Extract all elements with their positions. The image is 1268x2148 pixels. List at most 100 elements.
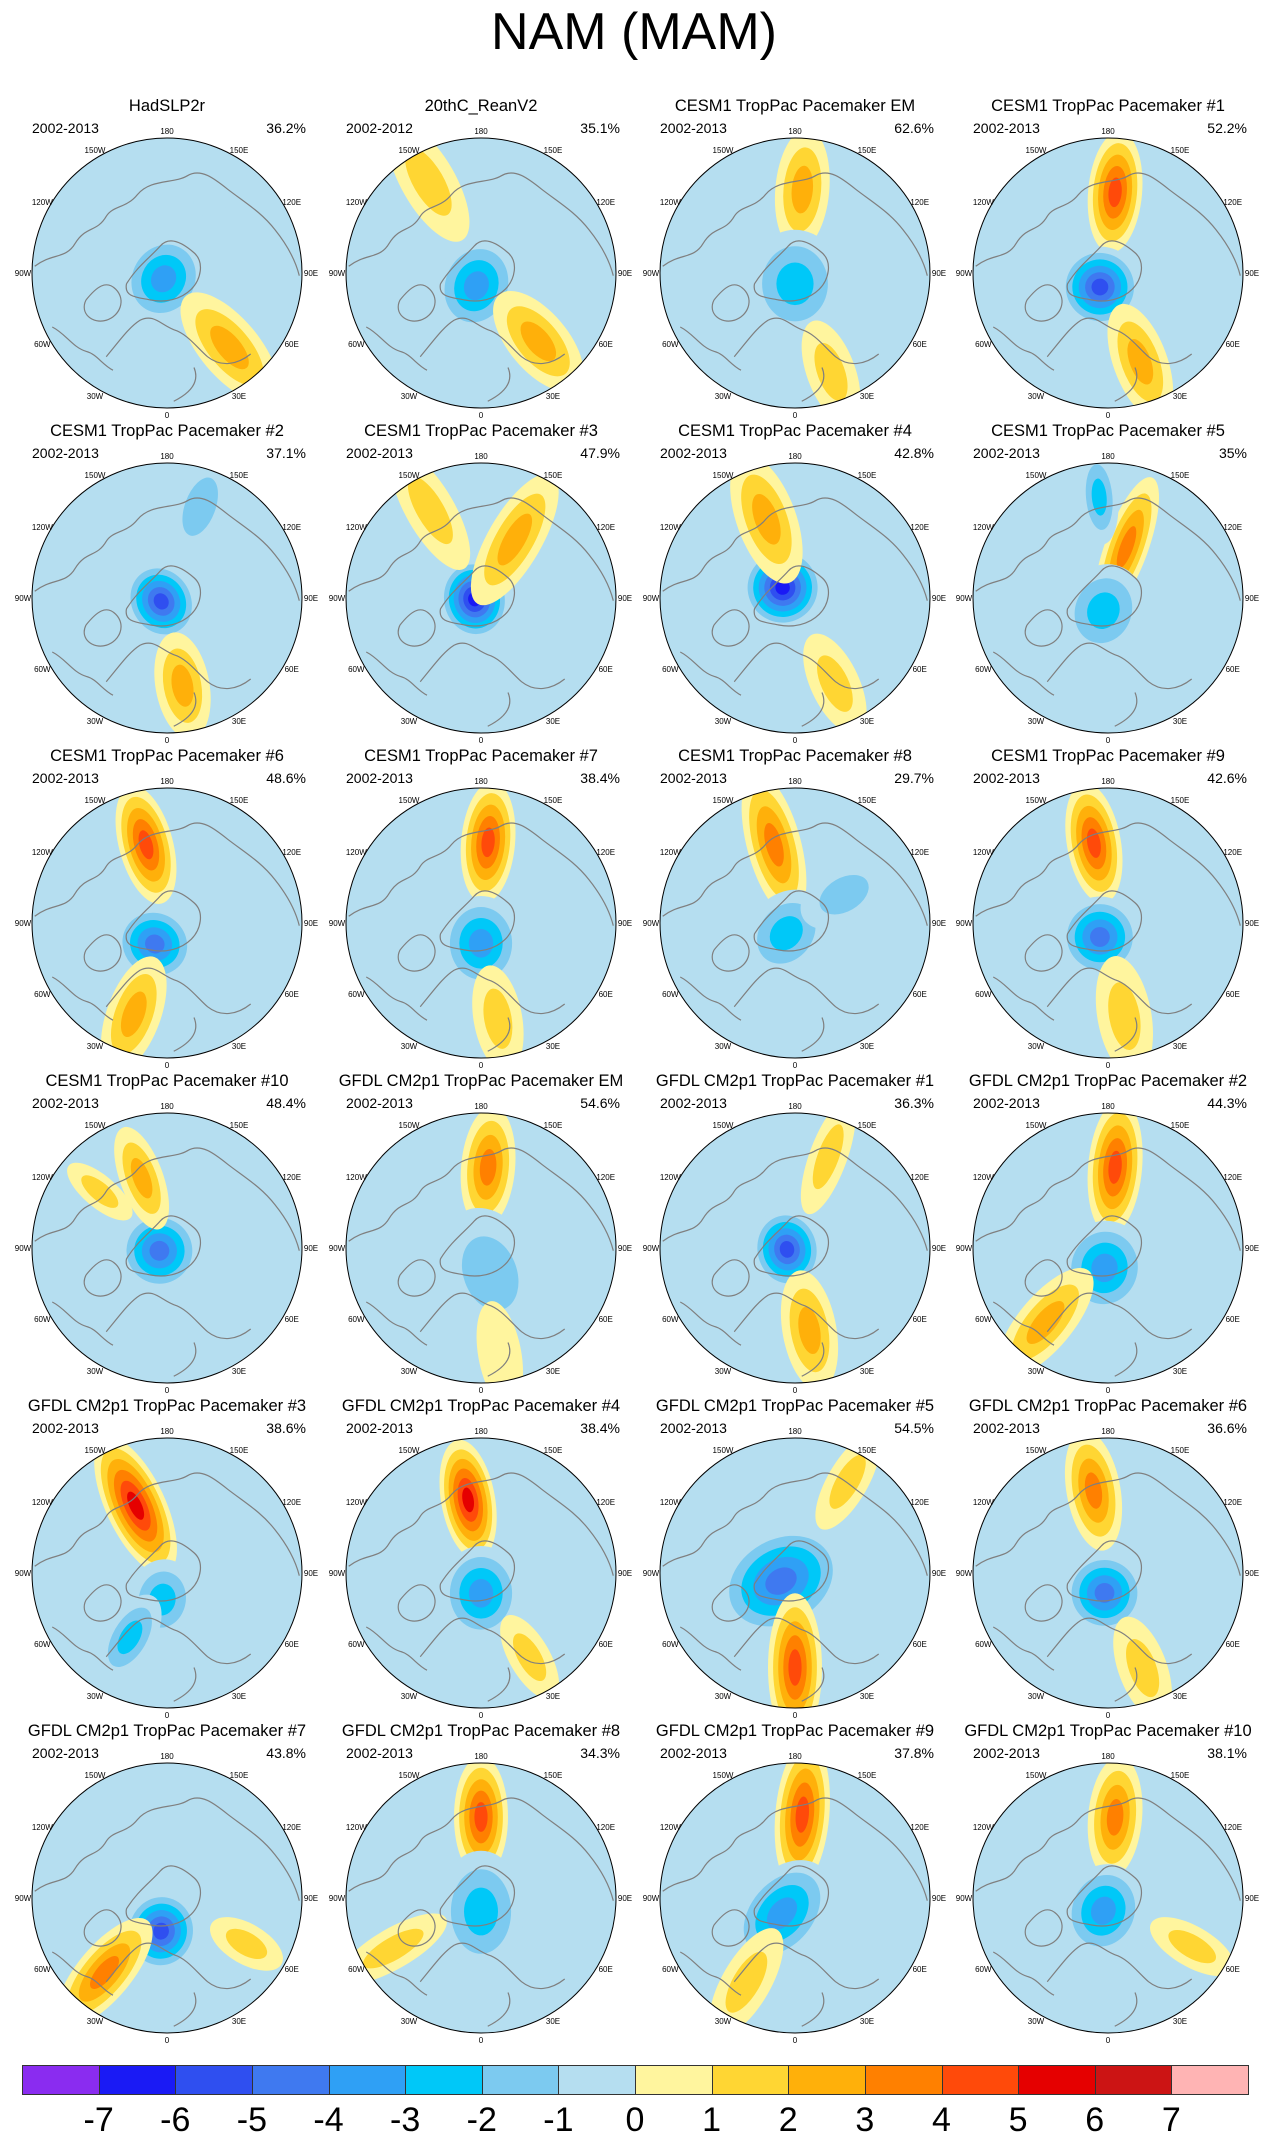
lon-label: 30E <box>1173 1042 1187 1051</box>
lon-label: 150W <box>85 796 106 805</box>
lon-label: 30E <box>232 717 246 726</box>
lon-label: 60E <box>1226 1965 1240 1974</box>
lon-label: 90W <box>329 1244 346 1253</box>
lon-label: 120W <box>660 198 681 207</box>
lon-label: 150E <box>230 471 249 480</box>
panel-title: GFDL CM2p1 TropPac Pacemaker #4 <box>341 1397 621 1415</box>
lon-label: 30W <box>87 392 104 401</box>
lon-label: 120W <box>32 523 53 532</box>
panel-variance-pct: 34.3% <box>580 1745 620 1761</box>
panel-variance-pct: 42.6% <box>1207 770 1247 786</box>
panel-years: 2002-2013 <box>973 770 1040 786</box>
lon-label: 30E <box>860 1692 874 1701</box>
lon-label: 120E <box>596 1173 615 1182</box>
lon-label: 150E <box>544 796 563 805</box>
low-anomaly-contour <box>468 1579 494 1608</box>
lon-label: 30E <box>1173 1692 1187 1701</box>
panel-years: 2002-2012 <box>346 120 413 136</box>
panel-years: 2002-2013 <box>973 445 1040 461</box>
lon-label: 180 <box>474 1427 488 1436</box>
lon-label: 30W <box>715 1042 732 1051</box>
lon-label: 0 <box>793 1061 798 1070</box>
lon-label: 0 <box>165 736 170 745</box>
lon-label: 60E <box>599 1965 613 1974</box>
high-anomaly-contour <box>817 655 853 712</box>
lon-label: 60W <box>34 1640 51 1649</box>
panel-variance-pct: 35.1% <box>580 120 620 136</box>
panel-years: 2002-2013 <box>660 1095 727 1111</box>
lon-label: 0 <box>479 1386 484 1395</box>
lon-label: 30E <box>232 392 246 401</box>
lon-label: 150W <box>85 471 106 480</box>
low-anomaly-contour <box>145 934 165 954</box>
lon-label: 90W <box>329 269 346 278</box>
lon-label: 30E <box>860 2017 874 2026</box>
lon-label: 90W <box>329 919 346 928</box>
colorbar-tick-label: 5 <box>1008 2101 1028 2139</box>
lon-label: 150W <box>1026 1446 1047 1455</box>
map-outline <box>345 1437 617 1709</box>
lon-label: 150W <box>1026 1121 1047 1130</box>
high-anomaly-contour <box>1116 526 1137 569</box>
lon-label: 60E <box>913 990 927 999</box>
lon-label: 0 <box>793 411 798 420</box>
panel-title: GFDL CM2p1 TropPac Pacemaker EM <box>338 1072 624 1090</box>
lon-label: 90E <box>618 594 632 603</box>
lon-label: 150W <box>85 1771 106 1780</box>
lon-label: 30W <box>715 2017 732 2026</box>
lon-label: 90E <box>304 1569 318 1578</box>
high-anomaly-contour <box>138 830 154 860</box>
low-anomaly-contour <box>463 271 489 301</box>
lon-label: 60W <box>975 1965 992 1974</box>
polar-stereographic-map: 180 150E 120E 90E 60E 30E 0 30W 60W 90W 120W 150W <box>329 1102 632 1395</box>
panel-years: 2002-2013 <box>346 1095 413 1111</box>
lon-label: 150E <box>1171 1771 1190 1780</box>
lon-label: 180 <box>788 1102 802 1111</box>
high-anomaly-contour <box>363 1928 424 1969</box>
low-anomaly-contour <box>468 929 494 958</box>
panel-title: GFDL CM2p1 TropPac Pacemaker #8 <box>341 1722 621 1740</box>
map-outline <box>345 1762 617 2034</box>
high-anomaly-contour <box>1127 339 1154 385</box>
high-anomaly-contour <box>497 513 533 566</box>
map-outline <box>972 137 1244 409</box>
lon-label: 60E <box>285 990 299 999</box>
lon-label: 120E <box>1223 523 1242 532</box>
lon-label: 30W <box>1028 392 1045 401</box>
lon-label: 30E <box>546 1692 560 1701</box>
lon-label: 120E <box>282 848 301 857</box>
lon-label: 120E <box>1223 848 1242 857</box>
lon-label: 0 <box>1106 736 1111 745</box>
lon-label: 120E <box>910 848 929 857</box>
low-anomaly-contour <box>769 916 803 951</box>
lon-label: 90E <box>932 1569 946 1578</box>
lon-label: 90E <box>1245 269 1259 278</box>
lon-label: 180 <box>1101 127 1115 136</box>
lon-label: 0 <box>479 2036 484 2045</box>
panel-title: GFDL CM2p1 TropPac Pacemaker #2 <box>968 1072 1248 1090</box>
colorbar-swatch <box>788 2065 866 2095</box>
lon-label: 30W <box>87 1692 104 1701</box>
lon-label: 120W <box>973 198 994 207</box>
lon-label: 180 <box>474 127 488 136</box>
lon-label: 30E <box>546 1042 560 1051</box>
map-outline <box>659 1112 931 1384</box>
lon-label: 180 <box>160 1427 174 1436</box>
polar-stereographic-map: 180 150E 120E 90E 60E 30E 0 30W 60W 90W 120W 150W <box>15 777 318 1070</box>
lon-label: 180 <box>788 127 802 136</box>
lon-label: 120E <box>1223 1173 1242 1182</box>
polar-stereographic-map: 180 150E 120E 90E 60E 30E 0 30W 60W 90W 120W 150W <box>643 1102 946 1395</box>
lon-label: 120W <box>660 1173 681 1182</box>
map-panel: GFDL CM2p1 TropPac Pacemaker #2 2002-2013… <box>951 1071 1265 1396</box>
polar-stereographic-map: 180 150E 120E 90E 60E 30E 0 30W 60W 90W 120W 150W <box>956 777 1259 1070</box>
coastlines <box>35 1473 300 1701</box>
high-anomaly-contour <box>1106 1798 1124 1836</box>
lon-label: 90W <box>329 1894 346 1903</box>
map-panel: CESM1 TropPac Pacemaker #8 2002-2013 29.7%… <box>638 746 952 1071</box>
lon-label: 90W <box>956 269 973 278</box>
lon-label: 150W <box>399 471 420 480</box>
lon-label: 60W <box>34 990 51 999</box>
lon-label: 180 <box>160 127 174 136</box>
lon-label: 30W <box>87 717 104 726</box>
lon-label: 30W <box>401 1042 418 1051</box>
